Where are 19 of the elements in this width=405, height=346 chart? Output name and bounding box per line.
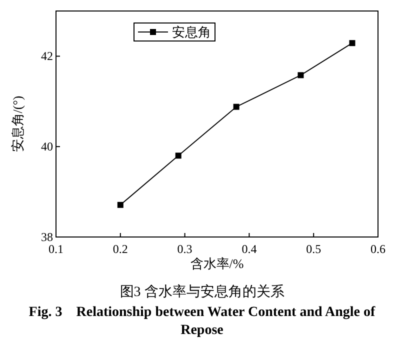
y-tick-label: 40 [41,139,53,154]
y-axis-title: 安息角/(°) [10,96,25,152]
point [175,152,182,159]
x-axis-title: 含水率/% [190,256,244,271]
x-tick-label: 0.4 [242,242,257,256]
x-tick-label: 0.5 [306,242,322,256]
point [117,202,124,208]
x-tick-label: 0.2 [112,242,128,256]
x-tick-label: 0.6 [370,242,386,256]
y-tick-label: 38 [41,230,53,244]
point [233,104,240,110]
text: 图3 含水率与安息角的关系 [120,284,284,300]
x-tick-label: 0.3 [177,242,192,256]
text: Fig. 3 Relationship between Water Content and Angle of Repose [28,305,376,338]
legend-label: 安息角 [172,24,211,40]
point [349,40,356,46]
point [298,72,304,78]
y-tick-label: 42 [41,49,53,64]
x-tick-label: 0.1 [48,242,64,256]
